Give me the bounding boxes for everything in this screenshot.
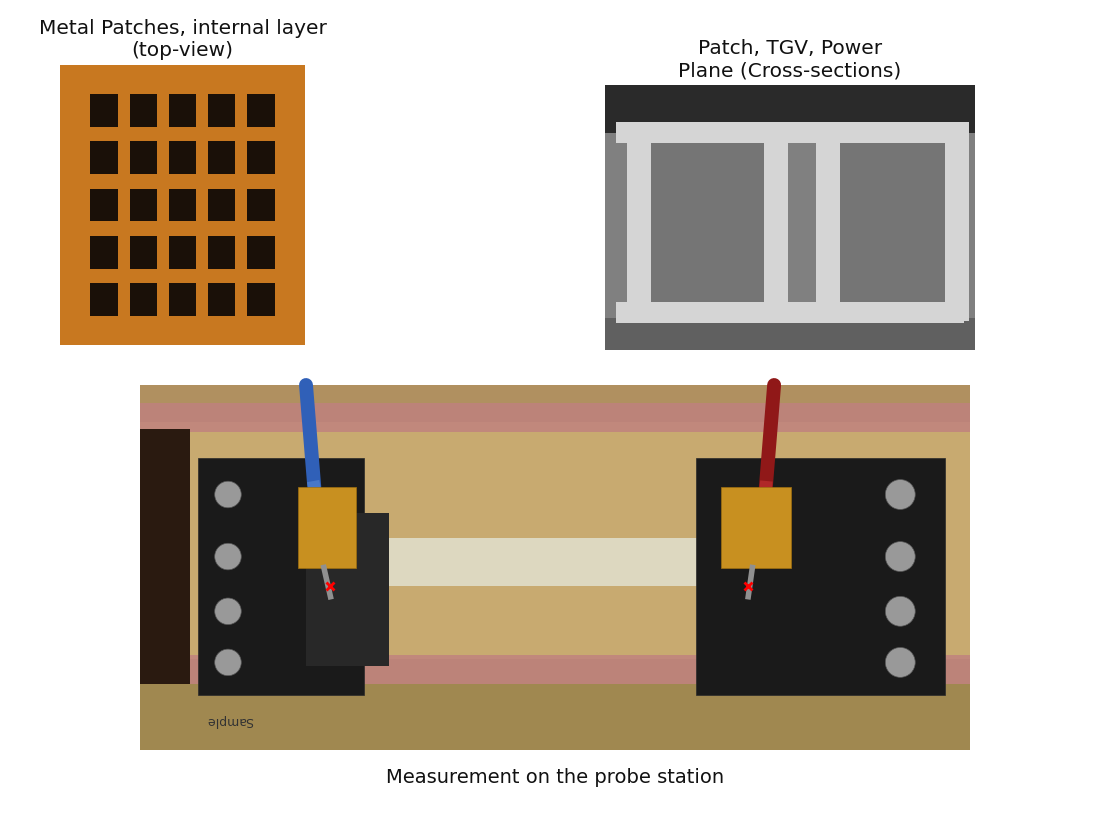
- Bar: [168, 141, 196, 174]
- Text: Metal Patches, internal layer
(top-view): Metal Patches, internal layer (top-view): [39, 19, 327, 60]
- Bar: [306, 513, 389, 666]
- Text: Sample: Sample: [207, 713, 253, 726]
- Bar: [140, 655, 970, 685]
- Bar: [208, 141, 235, 174]
- Bar: [627, 122, 651, 321]
- Bar: [90, 141, 118, 174]
- Bar: [90, 235, 118, 269]
- Bar: [248, 95, 275, 127]
- Bar: [605, 318, 975, 350]
- Bar: [816, 122, 840, 321]
- Bar: [168, 283, 196, 315]
- Bar: [208, 283, 235, 315]
- Circle shape: [214, 650, 241, 676]
- Bar: [60, 65, 305, 345]
- Bar: [605, 85, 975, 132]
- Text: Measurement on the probe station: Measurement on the probe station: [386, 768, 724, 787]
- Bar: [696, 458, 945, 695]
- Bar: [140, 385, 970, 750]
- Bar: [605, 85, 975, 350]
- Bar: [651, 143, 764, 302]
- Bar: [208, 189, 235, 221]
- Bar: [298, 487, 355, 568]
- Bar: [130, 235, 157, 269]
- Circle shape: [214, 543, 241, 569]
- Bar: [90, 95, 118, 127]
- Circle shape: [214, 598, 241, 624]
- Bar: [248, 283, 275, 315]
- Bar: [208, 95, 235, 127]
- Bar: [140, 404, 970, 432]
- Bar: [616, 122, 964, 143]
- Bar: [605, 132, 975, 332]
- Bar: [90, 283, 118, 315]
- Bar: [248, 141, 275, 174]
- Bar: [720, 487, 791, 568]
- Circle shape: [886, 647, 915, 677]
- Bar: [168, 189, 196, 221]
- Bar: [140, 422, 970, 659]
- Bar: [764, 122, 788, 321]
- Bar: [130, 95, 157, 127]
- Bar: [198, 458, 364, 695]
- Circle shape: [886, 542, 915, 571]
- Bar: [248, 189, 275, 221]
- Bar: [168, 95, 196, 127]
- Bar: [140, 685, 970, 750]
- Bar: [90, 189, 118, 221]
- Circle shape: [886, 480, 915, 510]
- Circle shape: [886, 596, 915, 627]
- Text: Patch, TGV, Power
Plane (Cross-sections): Patch, TGV, Power Plane (Cross-sections): [679, 39, 902, 80]
- Bar: [248, 235, 275, 269]
- Bar: [207, 538, 903, 586]
- Bar: [945, 122, 969, 321]
- Bar: [130, 141, 157, 174]
- Bar: [616, 302, 964, 324]
- Bar: [208, 235, 235, 269]
- Bar: [168, 235, 196, 269]
- Bar: [130, 283, 157, 315]
- Bar: [840, 143, 945, 302]
- Circle shape: [214, 481, 241, 508]
- Bar: [140, 429, 190, 685]
- Bar: [130, 189, 157, 221]
